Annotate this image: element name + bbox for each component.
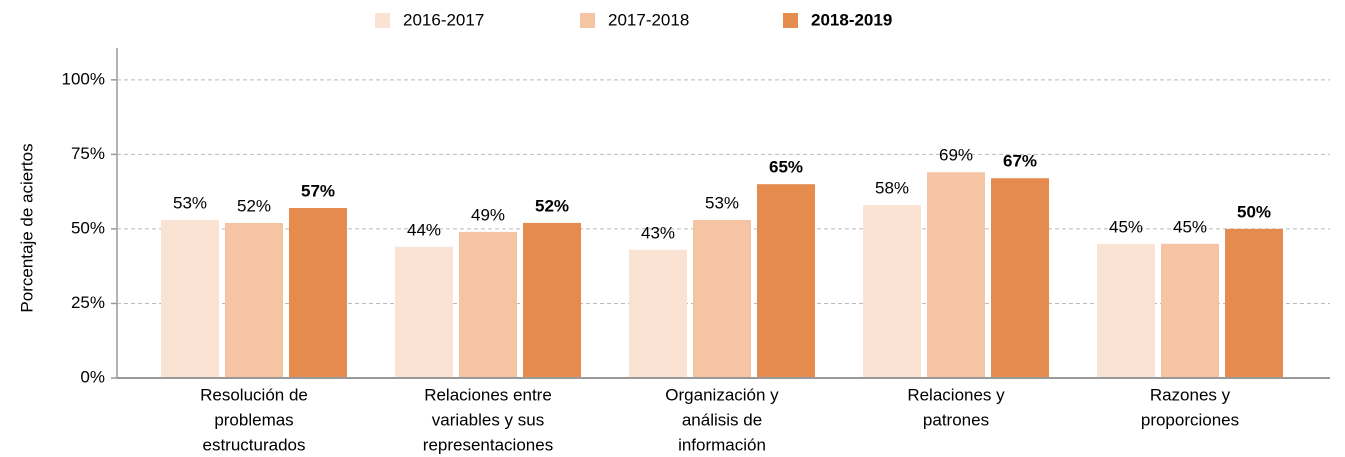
x-tick-label: representaciones <box>423 435 553 454</box>
value-label: 53% <box>705 193 739 212</box>
legend-label: 2016-2017 <box>403 10 484 29</box>
y-tick-label: 100% <box>62 69 105 88</box>
x-tick-label: variables y sus <box>432 410 544 429</box>
y-tick-label: 0% <box>80 367 105 386</box>
x-tick-label: Relaciones y <box>907 385 1005 404</box>
value-label: 57% <box>301 182 335 201</box>
value-label: 52% <box>535 196 569 215</box>
y-tick-label: 50% <box>71 218 105 237</box>
value-label: 45% <box>1109 217 1143 236</box>
value-label: 45% <box>1173 217 1207 236</box>
bar <box>523 222 581 378</box>
value-label: 44% <box>407 220 441 239</box>
value-label: 67% <box>1003 152 1037 171</box>
bar <box>693 219 751 378</box>
y-tick-label: 25% <box>71 293 105 312</box>
bar <box>757 184 815 378</box>
x-tick-label: proporciones <box>1141 410 1239 429</box>
x-tick-label: información <box>678 435 766 454</box>
bar <box>395 246 453 378</box>
legend-swatch <box>375 13 390 28</box>
x-tick-label: Resolución de <box>200 385 308 404</box>
bar <box>991 178 1049 378</box>
y-tick-label: 75% <box>71 144 105 163</box>
value-label: 49% <box>471 205 505 224</box>
value-label: 43% <box>641 223 675 242</box>
x-tick-label: estructurados <box>203 435 306 454</box>
legend-label: 2017-2018 <box>608 10 689 29</box>
value-label: 69% <box>939 146 973 165</box>
bar <box>225 222 283 378</box>
legend-label: 2018-2019 <box>811 10 892 29</box>
legend-swatch <box>783 13 798 28</box>
x-tick-label: patrones <box>923 410 989 429</box>
x-tick-label: Relaciones entre <box>424 385 552 404</box>
bar <box>1161 243 1219 378</box>
x-tick-label: Organización y <box>665 385 779 404</box>
bar <box>289 208 347 378</box>
bar <box>161 219 219 378</box>
x-tick-label: análisis de <box>682 410 762 429</box>
value-label: 53% <box>173 193 207 212</box>
value-label: 58% <box>875 179 909 198</box>
bar <box>459 231 517 378</box>
x-tick-label: Razones y <box>1150 385 1231 404</box>
legend-swatch <box>580 13 595 28</box>
bar <box>863 205 921 378</box>
value-label: 65% <box>769 158 803 177</box>
bar <box>629 249 687 378</box>
y-axis-label: Porcentaje de aciertos <box>17 143 36 312</box>
bar <box>1225 228 1283 378</box>
value-label: 50% <box>1237 202 1271 221</box>
bar <box>1097 243 1155 378</box>
value-label: 52% <box>237 196 271 215</box>
bar <box>927 172 985 378</box>
x-tick-label: problemas <box>214 410 293 429</box>
